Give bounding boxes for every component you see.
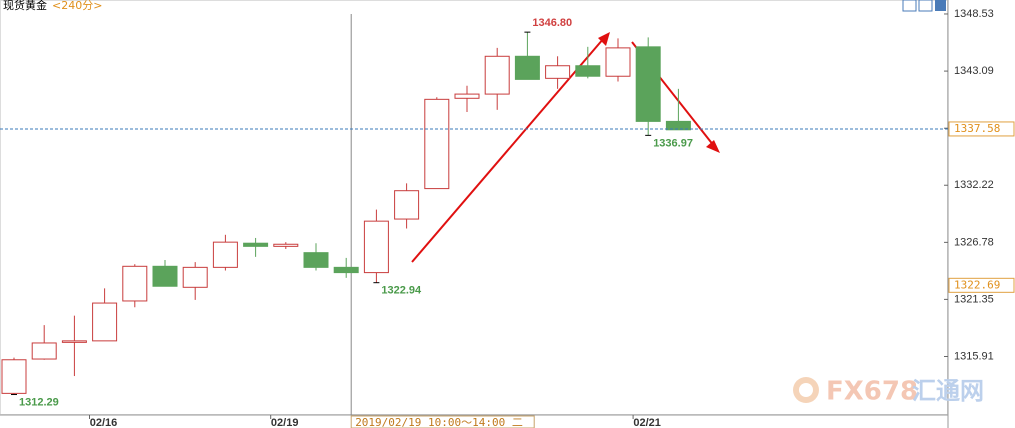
- x-tick-label: 02/19: [271, 417, 299, 428]
- period-label: <240分>: [52, 0, 102, 12]
- candle-body: [665, 120, 691, 131]
- watermark: 汇通网: [912, 377, 984, 405]
- crosshair-label: 2019/02/19 10:00～14:00 二: [355, 416, 523, 428]
- plot-frame: [0, 0, 948, 415]
- candle-body: [635, 46, 661, 122]
- candle-body: [394, 190, 420, 220]
- annotation: 1346.80: [532, 17, 572, 29]
- x-tick-label: 02/21: [633, 417, 661, 428]
- annotation: 1312.29: [19, 396, 59, 408]
- y-tick-label: 1332.22: [954, 179, 994, 191]
- x-tick-label: 02/16: [90, 417, 118, 428]
- candle-body: [1, 359, 27, 394]
- candle-body: [575, 65, 601, 77]
- candle-body: [152, 265, 178, 287]
- toolbar[interactable]: [902, 0, 946, 12]
- arrow-head: [706, 140, 720, 153]
- annotation: 1322.94: [381, 285, 422, 297]
- y-tick-label: 1343.09: [954, 65, 994, 77]
- candle-body: [182, 266, 208, 288]
- y-tick-label: 1348.53: [954, 8, 994, 20]
- candle-body: [92, 302, 118, 342]
- candle-body: [454, 93, 480, 99]
- arrow-head: [598, 32, 610, 46]
- price-label-box: [948, 121, 1015, 137]
- candle-body: [61, 340, 87, 343]
- candle-body: [333, 266, 359, 274]
- y-tick-label: 1326.78: [954, 236, 994, 248]
- candle-body: [122, 265, 148, 302]
- watermark-logo: [793, 377, 819, 403]
- candle-body: [514, 55, 540, 80]
- watermark: FX678: [826, 377, 918, 407]
- price-label: 1322.69: [954, 278, 1000, 291]
- price-label-box: [948, 277, 1015, 293]
- trend-arrow: [411, 37, 605, 263]
- candle-body: [545, 65, 571, 79]
- candle-body: [424, 98, 450, 190]
- candle-body: [243, 242, 269, 247]
- candle-body: [31, 342, 57, 360]
- crosshair-label-box: [350, 415, 535, 428]
- candle-body: [303, 252, 329, 268]
- annotation: 1336.97: [653, 137, 693, 149]
- y-tick-label: 1315.91: [954, 350, 994, 362]
- chart-title: 现货黄金: [3, 0, 47, 12]
- candle-body: [273, 243, 299, 247]
- candle-body: [605, 47, 631, 77]
- candle-body: [484, 55, 510, 95]
- y-tick-label: 1321.35: [954, 293, 994, 305]
- candle-body: [212, 241, 238, 268]
- price-label: 1337.58: [954, 122, 1000, 135]
- candle-body: [363, 220, 389, 274]
